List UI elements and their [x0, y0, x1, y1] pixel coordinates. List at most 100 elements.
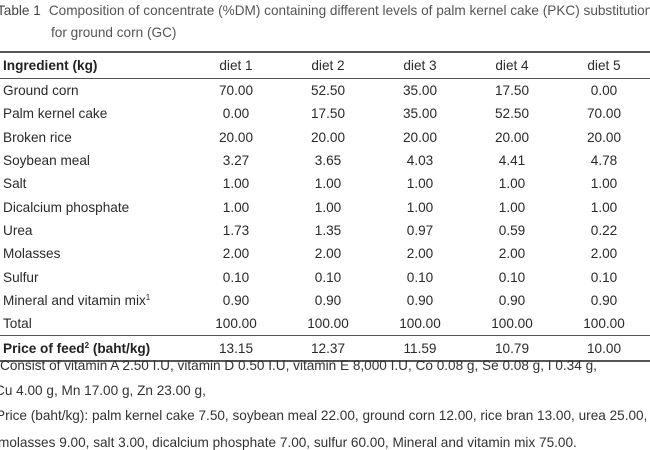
cell-diet-1: 100.00: [215, 316, 257, 332]
cell-diet-2: 2.00: [314, 246, 342, 262]
cell-diet-2: 1.35: [314, 222, 342, 238]
cell-diet-2: 3.65: [314, 153, 342, 169]
cell-diet-3: 4.03: [406, 153, 434, 169]
price-unit: (baht/kg): [89, 340, 151, 356]
ingredient-name: Soybean meal: [0, 149, 190, 172]
table-body: Ground corn 70.00 52.50 35.00 17.50 0.00 Palm …: [0, 79, 650, 363]
cell-diet-1: 70.00: [218, 83, 254, 99]
cell-diet-3: 0.10: [406, 269, 434, 285]
price-label-cell: Price of feed2 (baht/kg): [0, 335, 190, 363]
cell-diet-5: 1.00: [590, 176, 618, 192]
price-row: Price of feed2 (baht/kg) 13.15 12.37 11.59 1…: [0, 335, 650, 363]
header-diet-4: diet 4: [466, 51, 558, 79]
cell-diet-4: 17.50: [494, 83, 530, 99]
table-label: Table 1: [0, 3, 41, 18]
ingredient-name: Total: [0, 312, 190, 336]
cell-diet-4: 4.41: [498, 153, 526, 169]
cell-diet-1: 1.73: [222, 222, 250, 238]
ingredient-label: Mineral and vitamin mix: [3, 292, 146, 308]
cell-diet-3: 2.00: [406, 246, 434, 262]
ingredient-label: Ground corn: [3, 83, 79, 99]
ingredient-label: Urea: [3, 222, 33, 238]
table-row: Soybean meal 3.27 3.65 4.03 4.41 4.78: [0, 149, 650, 172]
footnote-marker: 1: [145, 292, 151, 302]
cell-diet-3: 0.90: [406, 292, 434, 308]
cell-diet-5: 100.00: [583, 316, 625, 332]
cell-diet-1: 3.27: [222, 153, 250, 169]
ingredient-label: Sulfur: [3, 269, 39, 285]
header-diet-3: diet 3: [374, 51, 466, 79]
ingredient-name: Urea: [0, 219, 190, 242]
ingredient-name: Salt: [0, 172, 190, 195]
cell-diet-2: 1.00: [314, 199, 342, 215]
cell-diet-3: 20.00: [402, 129, 438, 145]
header-diet-2: diet 2: [282, 51, 374, 79]
ingredient-label: Soybean meal: [3, 153, 90, 169]
cell-diet-5: 4.78: [590, 153, 618, 169]
ingredient-label: Salt: [3, 176, 27, 192]
cell-diet-3: 1.00: [406, 199, 434, 215]
footnote-2-line-1: Price (baht/kg): palm kernel cake 7.50, …: [0, 408, 646, 423]
ingredient-name: Mineral and vitamin mix1: [0, 289, 190, 312]
caption-line-2: for ground corn (GC): [51, 25, 177, 40]
cell-diet-4: 1.00: [498, 199, 526, 215]
table-header-row: Ingredient (kg) diet 1 diet 2 diet 3 die…: [0, 51, 650, 79]
cell-diet-5: 0.10: [590, 269, 618, 285]
cell-diet-1: 2.00: [222, 246, 250, 262]
table-row: Broken rice 20.00 20.00 20.00 20.00 20.00: [0, 126, 650, 149]
cell-diet-3: 100.00: [399, 316, 441, 332]
composition-table: Ingredient (kg) diet 1 diet 2 diet 3 die…: [0, 51, 650, 363]
cell-diet-4: 0.90: [498, 292, 526, 308]
table-row: Mineral and vitamin mix1 0.90 0.90 0.90 0.90…: [0, 289, 650, 312]
footnote-marker: 2: [84, 340, 90, 350]
cell-diet-1: 20.00: [218, 129, 254, 145]
cell-diet-3: 0.97: [406, 222, 434, 238]
price-diet-3: 11.59: [374, 335, 466, 363]
cell-diet-1: 1.00: [222, 199, 250, 215]
header-diet-1: diet 1: [190, 51, 282, 79]
ingredient-label: Broken rice: [3, 129, 72, 145]
table-row: Salt 1.00 1.00 1.00 1.00 1.00: [0, 172, 650, 195]
ingredient-name: Molasses: [0, 242, 190, 265]
cell-diet-3: 35.00: [402, 83, 438, 99]
ingredient-name: Broken rice: [0, 126, 190, 149]
header-diet-5: diet 5: [558, 51, 650, 79]
cell-diet-1: 1.00: [222, 176, 250, 192]
table-row: Dicalcium phosphate 1.00 1.00 1.00 1.00 1.00: [0, 195, 650, 218]
ingredient-name: Palm kernel cake: [0, 102, 190, 125]
cell-diet-2: 17.50: [310, 106, 346, 122]
ingredient-name: Ground corn: [0, 79, 190, 103]
cell-diet-4: 2.00: [498, 246, 526, 262]
cell-diet-5: 2.00: [590, 246, 618, 262]
cell-diet-4: 0.10: [498, 269, 526, 285]
ingredient-label: Palm kernel cake: [3, 106, 108, 122]
price-label: Price of feed: [3, 340, 85, 356]
price-diet-1: 13.15: [190, 335, 282, 363]
cell-diet-4: 52.50: [494, 106, 530, 122]
cell-diet-5: 0.00: [590, 83, 618, 99]
table-row: Total 100.00 100.00 100.00 100.00 100.00: [0, 312, 650, 336]
cell-diet-4: 0.59: [498, 222, 526, 238]
footnote-2-line-2: molasses 9.00, salt 3.00, dicalcium phos…: [0, 435, 577, 450]
cell-diet-5: 1.00: [590, 199, 618, 215]
ingredient-label: Dicalcium phosphate: [3, 199, 130, 215]
footnote-1-line-1: Consist of vitamin A 2.50 I.U, vitamin D…: [0, 358, 597, 373]
table-row: Sulfur 0.10 0.10 0.10 0.10 0.10: [0, 265, 650, 288]
cell-diet-4: 1.00: [498, 176, 526, 192]
cell-diet-1: 0.00: [222, 106, 250, 122]
cell-diet-2: 0.10: [314, 269, 342, 285]
ingredient-label: Molasses: [3, 246, 61, 262]
ingredient-name: Sulfur: [0, 265, 190, 288]
cell-diet-1: 0.90: [222, 292, 250, 308]
table-row: Ground corn 70.00 52.50 35.00 17.50 0.00: [0, 79, 650, 103]
cell-diet-5: 0.22: [590, 222, 618, 238]
cell-diet-2: 100.00: [307, 316, 349, 332]
table-row: Palm kernel cake 0.00 17.50 35.00 52.50 70.00: [0, 102, 650, 125]
price-diet-2: 12.37: [282, 335, 374, 363]
cell-diet-2: 20.00: [310, 129, 346, 145]
cell-diet-3: 1.00: [406, 176, 434, 192]
cell-diet-2: 1.00: [314, 176, 342, 192]
cell-diet-3: 35.00: [402, 106, 438, 122]
cell-diet-2: 52.50: [310, 83, 346, 99]
